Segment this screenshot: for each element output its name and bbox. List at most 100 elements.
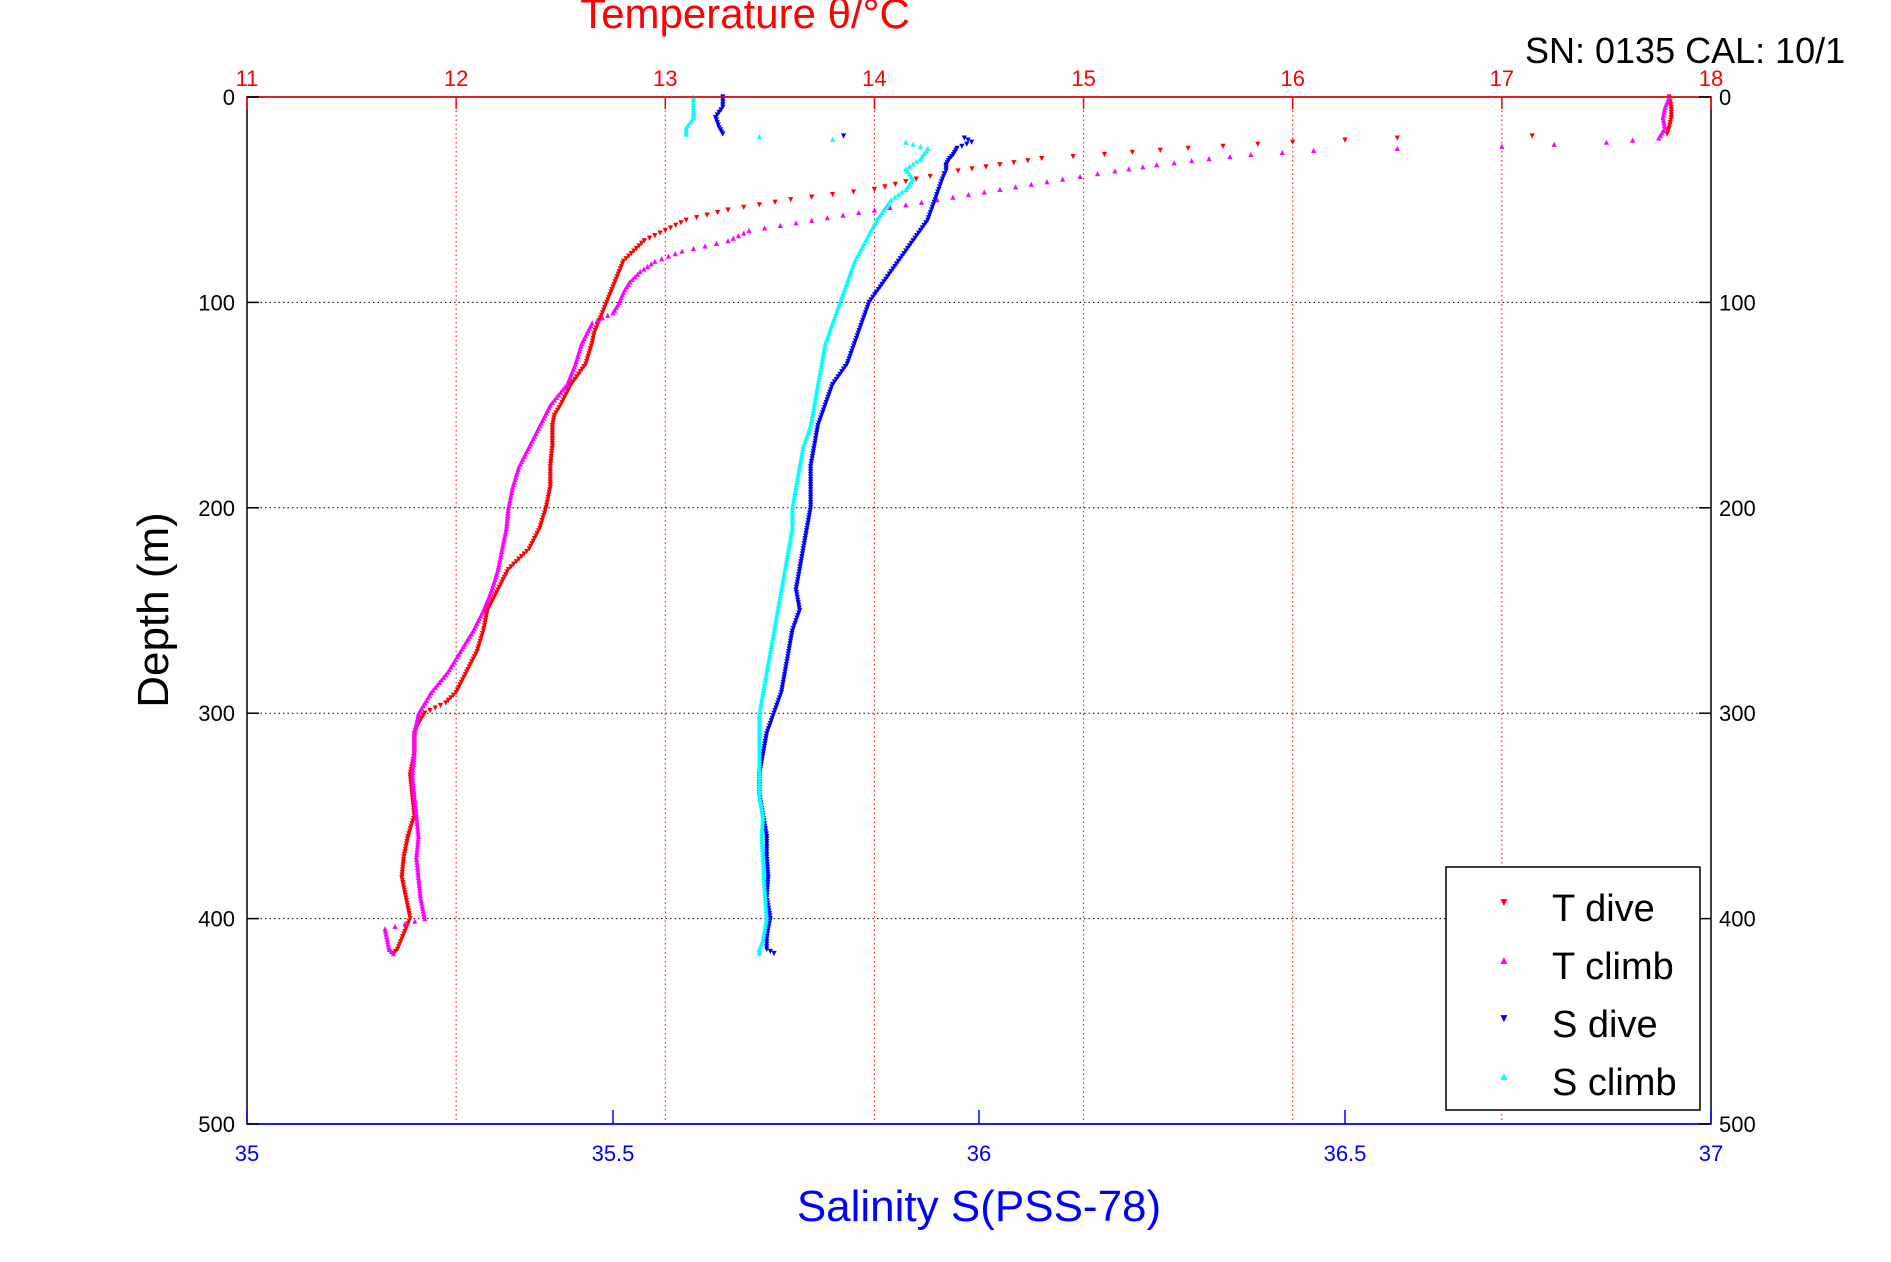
data-point-s-dive	[941, 173, 947, 180]
data-point-t-climb	[665, 253, 672, 259]
data-point-s-climb	[892, 194, 898, 200]
data-point-t-dive	[513, 559, 519, 565]
data-point-t-climb	[1028, 181, 1034, 187]
data-point-t-climb	[903, 202, 909, 208]
data-point-t-dive	[741, 204, 747, 211]
data-point-t-climb	[1013, 184, 1019, 190]
data-point-t-climb	[589, 320, 595, 326]
data-point-t-climb	[605, 312, 611, 318]
data-point-t-dive	[1394, 135, 1400, 141]
data-point-t-climb	[1077, 173, 1083, 180]
data-point-t-dive	[631, 248, 637, 254]
data-point-t-climb	[840, 212, 846, 218]
data-point-t-climb	[1094, 171, 1101, 177]
data-point-s-dive	[964, 141, 970, 147]
data-point-t-dive	[427, 708, 433, 714]
data-point-t-dive	[678, 220, 684, 226]
legend-marker-t-climb: ▲	[1498, 953, 1510, 967]
data-point-t-climb	[965, 191, 972, 198]
data-point-t-dive	[628, 251, 634, 257]
data-point-t-climb	[627, 279, 633, 285]
data-point-t-dive	[437, 702, 444, 709]
data-point-t-climb	[594, 317, 600, 323]
depth-tick-label-left: 400	[198, 907, 235, 932]
data-point-s-climb	[830, 136, 836, 143]
data-point-t-dive	[511, 561, 517, 567]
legend-box	[1445, 866, 1701, 1111]
data-point-t-climb	[918, 199, 925, 205]
data-point-t-dive	[809, 194, 815, 200]
top-axis-ticks: 11 12 13 14 15 16 17 18	[236, 66, 1723, 109]
data-point-t-dive	[871, 186, 878, 193]
data-point-t-climb	[824, 215, 830, 221]
data-point-t-dive	[1342, 137, 1348, 143]
left-axis-ticks: 0 100 200 300 400 500	[198, 85, 259, 1137]
data-point-t-climb	[632, 274, 638, 280]
legend-marker-s-climb: ▲	[1498, 1069, 1510, 1083]
data-point-s-dive	[959, 143, 965, 149]
data-point-t-climb	[1551, 141, 1557, 147]
data-point-t-climb	[809, 217, 815, 223]
temperature-tick-label: 17	[1490, 66, 1514, 91]
data-point-t-dive	[1157, 147, 1163, 154]
data-point-t-climb	[1171, 160, 1177, 166]
depth-tick-label-right: 100	[1719, 290, 1756, 315]
data-point-t-dive	[432, 705, 438, 711]
data-point-t-dive	[1290, 139, 1296, 145]
serial-calibration-annotation: SN: 0135 CAL: 10/1	[1525, 30, 1845, 71]
data-point-t-dive	[453, 690, 459, 696]
data-point-t-dive	[1039, 156, 1045, 162]
data-point-t-climb	[1248, 151, 1254, 158]
data-point-t-climb	[950, 194, 956, 200]
data-point-t-climb	[887, 204, 893, 211]
salinity-tick-label: 35.5	[592, 1141, 635, 1166]
data-point-s-dive	[771, 950, 777, 957]
data-point-t-dive	[448, 695, 454, 701]
data-point-t-dive	[1529, 133, 1535, 139]
top-axis-title: Temperature θ/°C	[580, 0, 910, 37]
data-point-t-climb	[634, 271, 641, 277]
data-point-t-climb	[1227, 153, 1233, 160]
series-t-climb	[382, 94, 1672, 957]
data-point-t-dive	[623, 256, 629, 262]
bottom-axis-ticks: 35 35.5 36 36.5 37	[235, 1110, 1723, 1166]
data-point-t-dive	[927, 173, 933, 180]
data-point-t-dive	[788, 197, 794, 203]
temperature-tick-label: 13	[653, 66, 677, 91]
data-point-t-dive	[443, 700, 449, 706]
data-point-t-dive	[725, 207, 731, 213]
data-point-t-dive	[508, 564, 514, 570]
data-point-t-climb	[997, 186, 1003, 193]
data-point-t-dive	[969, 166, 975, 172]
salinity-tick-label: 35	[235, 1141, 259, 1166]
legend-label-t-dive: T dive	[1552, 888, 1655, 930]
data-point-t-climb	[412, 918, 418, 924]
data-point-t-dive	[1185, 145, 1191, 151]
data-point-t-dive	[1129, 149, 1135, 156]
data-point-t-dive	[1011, 160, 1017, 166]
data-point-t-dive	[694, 215, 700, 221]
data-point-t-climb	[629, 276, 635, 282]
data-point-t-climb	[741, 230, 747, 236]
data-point-t-climb	[1060, 176, 1066, 182]
depth-tick-label-left: 200	[198, 496, 235, 521]
data-point-t-climb	[725, 238, 731, 244]
legend-marker-s-dive: ▼	[1498, 1011, 1510, 1025]
data-point-t-climb	[382, 926, 388, 932]
data-point-s-dive	[943, 168, 949, 174]
data-point-s-climb	[899, 189, 905, 195]
data-point-t-climb	[690, 245, 697, 252]
depth-tick-label-left: 500	[198, 1112, 235, 1137]
data-point-s-dive	[961, 135, 967, 141]
data-point-t-climb	[652, 258, 658, 264]
data-point-t-dive	[1101, 151, 1108, 158]
data-point-t-climb	[793, 220, 799, 226]
data-point-t-climb	[392, 923, 398, 929]
data-point-t-dive	[955, 168, 961, 174]
legend: ▼ T dive ▲ T climb ▼ S dive ▲ S climb	[1445, 866, 1701, 1111]
temperature-tick-label: 14	[862, 66, 886, 91]
data-point-t-dive	[633, 245, 640, 252]
data-point-t-climb	[1629, 137, 1636, 143]
legend-marker-t-dive: ▼	[1498, 895, 1510, 909]
data-point-t-dive	[772, 199, 778, 205]
